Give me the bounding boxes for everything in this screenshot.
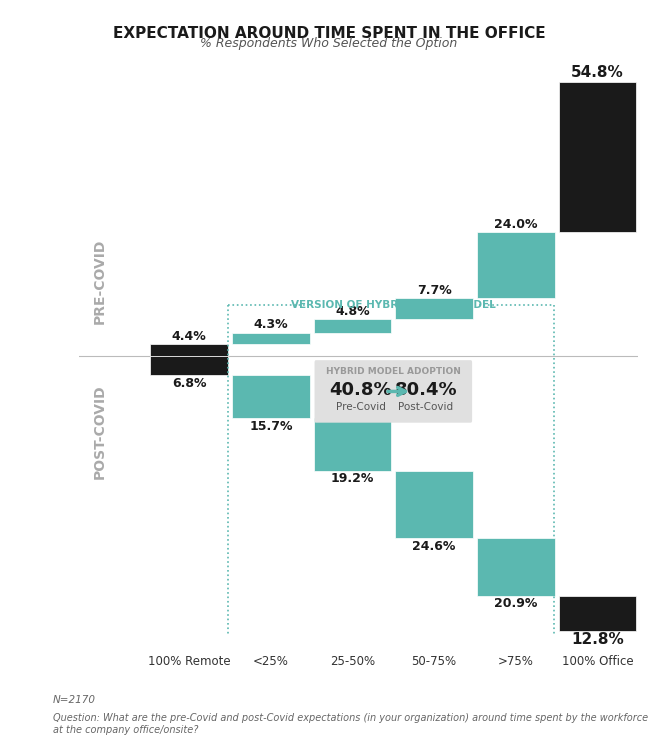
Text: PRE-COVID: PRE-COVID [92, 238, 107, 324]
Bar [151, 357, 228, 375]
Text: EXPECTATION AROUND TIME SPENT IN THE OFFICE: EXPECTATION AROUND TIME SPENT IN THE OFF… [113, 26, 545, 41]
Bar [151, 345, 228, 357]
Bar [232, 375, 310, 418]
Text: 12.8%: 12.8% [571, 633, 624, 648]
Bar [477, 539, 555, 595]
FancyBboxPatch shape [315, 360, 472, 423]
Bar [559, 595, 636, 630]
Text: 6.8%: 6.8% [172, 377, 207, 389]
Bar [314, 319, 392, 333]
Text: 24.0%: 24.0% [494, 218, 538, 231]
Text: % Respondents Who Selected the Option: % Respondents Who Selected the Option [201, 37, 457, 50]
Bar [314, 418, 392, 471]
Text: Post-Covid: Post-Covid [398, 402, 453, 412]
Text: Question: What are the pre-Covid and post-Covid expectations (in your organizati: Question: What are the pre-Covid and pos… [53, 713, 647, 735]
Text: 15.7%: 15.7% [249, 420, 293, 433]
Text: Pre-Covid: Pre-Covid [336, 402, 386, 412]
Text: 4.8%: 4.8% [335, 305, 370, 318]
Text: 4.3%: 4.3% [253, 318, 288, 331]
Bar [395, 471, 473, 539]
Text: HYBRID MODEL ADOPTION: HYBRID MODEL ADOPTION [326, 367, 461, 376]
Bar [559, 82, 636, 232]
Text: 19.2%: 19.2% [331, 472, 374, 486]
Text: 20.9%: 20.9% [494, 597, 538, 610]
Text: N=2170: N=2170 [53, 695, 95, 705]
Bar [477, 232, 555, 298]
Text: 40.8%: 40.8% [330, 380, 392, 399]
Text: 54.8%: 54.8% [571, 66, 624, 81]
Bar [232, 333, 310, 345]
Text: 7.7%: 7.7% [417, 283, 451, 297]
Text: POST-COVID: POST-COVID [92, 384, 107, 479]
Text: 80.4%: 80.4% [395, 380, 457, 399]
Bar [395, 298, 473, 319]
Text: 4.4%: 4.4% [172, 330, 207, 342]
Text: VERSION OF HYBRID WORK MODEL: VERSION OF HYBRID WORK MODEL [291, 300, 495, 310]
Text: 24.6%: 24.6% [413, 540, 456, 553]
